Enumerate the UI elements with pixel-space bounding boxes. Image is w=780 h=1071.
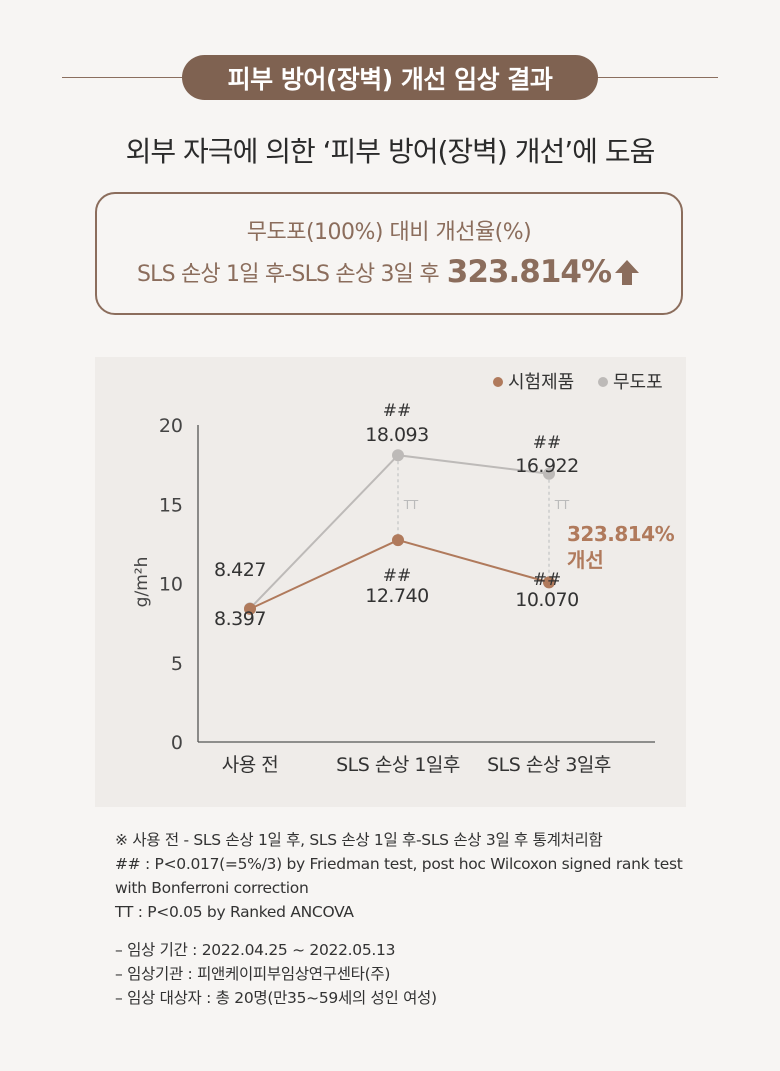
annotation-label: 개선 (567, 548, 604, 572)
data-point (392, 449, 404, 462)
significance-mark: ## (533, 570, 562, 590)
data-point (543, 576, 555, 589)
significance-mark: ## (383, 566, 412, 586)
tt-mark: TT (403, 498, 419, 512)
data-point (543, 467, 555, 480)
legend-marker (598, 377, 608, 387)
data-label: 18.093 (365, 424, 428, 446)
result-period: SLS 손상 1일 후-SLS 손상 3일 후 (136, 262, 440, 287)
title-rule-right (596, 77, 718, 78)
result-caption: 무도포(100%) 대비 개선율(%) (246, 220, 532, 245)
legend-label: 무도포 (613, 372, 663, 393)
y-tick-label: 20 (159, 415, 183, 437)
result-value: 323.814% (446, 254, 612, 290)
tt-mark: TT (554, 498, 570, 512)
data-label: 8.397 (214, 608, 266, 630)
data-label: 8.427 (214, 559, 266, 581)
y-tick-label: 15 (159, 494, 183, 516)
legend-label: 시험제품 (508, 372, 574, 393)
section-title: 피부 방어(장벽) 개선 임상 결과 (182, 55, 598, 100)
annotation-value: 323.814% (567, 522, 675, 546)
data-point (244, 602, 256, 615)
line-chart: 0 5 10 15 20 g/m²h 사용 전 SLS 손상 1일후 SLS 손상 3일후 TT T… (132, 372, 675, 776)
chart-panel: 0 5 10 15 20 g/m²h 사용 전 SLS 손상 1일후 SLS 손상 3일후 TT T… (95, 357, 686, 807)
arrow-up-icon (615, 260, 640, 285)
y-axis-label: g/m²h (132, 557, 152, 608)
legend-marker (493, 377, 503, 387)
significance-mark: ## (533, 433, 562, 453)
note-line: TT : P<0.05 by Ranked ANCOVA (115, 903, 354, 921)
data-point (392, 534, 404, 547)
significance-mark: ## (383, 401, 412, 421)
title-rule-left (62, 77, 184, 78)
result-box: 무도포(100%) 대비 개선율(%) SLS 손상 1일 후-SLS 손상 3… (95, 192, 683, 315)
y-tick-label: 0 (171, 732, 183, 754)
x-tick-label: SLS 손상 3일후 (487, 754, 611, 776)
y-tick-label: 10 (159, 574, 183, 596)
x-tick-label: 사용 전 (222, 754, 278, 776)
info-line: – 임상 대상자 : 총 20명(만35~59세의 성인 여성) (115, 989, 437, 1007)
note-line: with Bonferroni correction (115, 879, 309, 897)
data-label: 12.740 (365, 585, 428, 607)
notes: ※ 사용 전 - SLS 손상 1일 후, SLS 손상 1일 후-SLS 손상… (115, 828, 755, 1010)
y-tick-label: 5 (171, 653, 183, 675)
info-line: – 임상 기간 : 2022.04.25 ~ 2022.05.13 (115, 941, 396, 959)
page-subtitle: 외부 자극에 의한 ‘피부 방어(장벽) 개선’에 도움 (125, 135, 656, 168)
info-line: – 임상기관 : 피앤케이피부임상연구센타(주) (115, 965, 391, 983)
result-detail: SLS 손상 1일 후-SLS 손상 3일 후 323.814% (97, 254, 681, 290)
data-label: 10.070 (515, 589, 578, 611)
data-label: 16.922 (515, 455, 578, 477)
note-line: ## : P<0.017(=5%/3) by Friedman test, po… (115, 855, 683, 873)
note-line: ※ 사용 전 - SLS 손상 1일 후, SLS 손상 1일 후-SLS 손상… (115, 831, 603, 849)
x-tick-label: SLS 손상 1일후 (336, 754, 460, 776)
